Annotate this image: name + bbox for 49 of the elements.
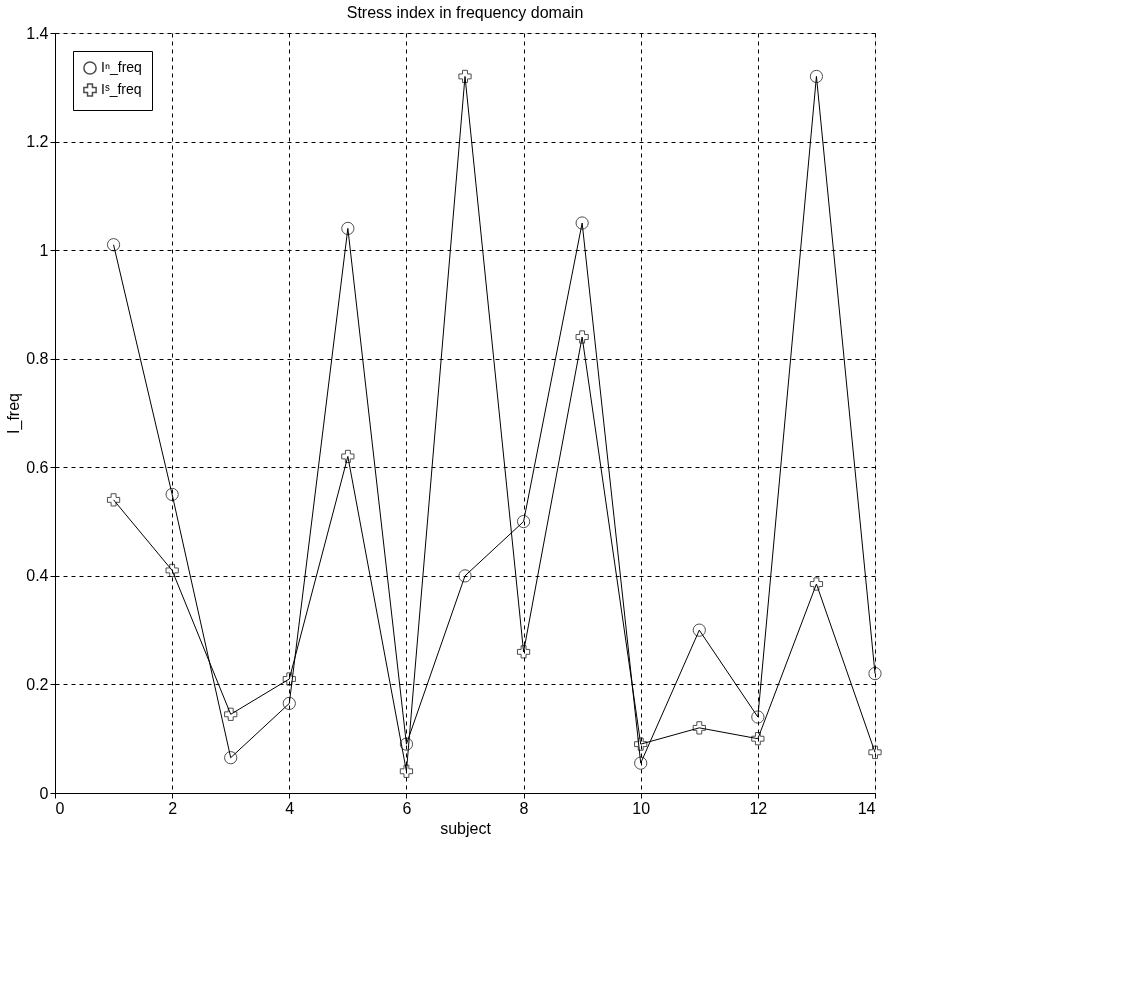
point bbox=[224, 751, 238, 765]
x-tick-label: 4 bbox=[285, 799, 295, 817]
legend-label: Iˢ_freq bbox=[101, 81, 142, 97]
y-tick-label: 0 bbox=[39, 784, 49, 802]
point bbox=[809, 69, 824, 84]
point bbox=[341, 449, 355, 464]
y-tick-label: 0.4 bbox=[26, 567, 49, 585]
point bbox=[106, 238, 121, 252]
point bbox=[224, 707, 238, 721]
point bbox=[868, 745, 882, 759]
point bbox=[868, 666, 882, 681]
point bbox=[751, 710, 765, 724]
point bbox=[516, 514, 531, 529]
point bbox=[634, 756, 648, 770]
x-axis-title: subject bbox=[440, 819, 492, 837]
point bbox=[692, 721, 706, 735]
point bbox=[282, 696, 296, 711]
point bbox=[458, 569, 472, 583]
y-tick-label: 1.2 bbox=[26, 133, 49, 151]
point bbox=[575, 330, 589, 344]
x-tick-label: 8 bbox=[519, 799, 529, 817]
point bbox=[516, 645, 531, 659]
x-tick-label: 0 bbox=[55, 799, 65, 817]
point bbox=[399, 764, 414, 778]
legend-label: Iⁿ_freq bbox=[101, 59, 142, 75]
x-tick-label: 12 bbox=[749, 799, 768, 817]
x-tick-label: 14 bbox=[857, 799, 876, 817]
point bbox=[106, 493, 121, 507]
x-tick-label: 10 bbox=[632, 799, 651, 817]
y-tick-label: 1 bbox=[39, 241, 49, 259]
x-tick-label: 2 bbox=[168, 799, 178, 817]
x-tick-label: 6 bbox=[402, 799, 412, 817]
point bbox=[341, 221, 355, 236]
y-tick-label: 0.6 bbox=[26, 458, 49, 476]
y-tick-label: 0.2 bbox=[26, 675, 49, 693]
chart-title: Stress index in frequency domain bbox=[346, 4, 584, 21]
y-tick-label: 0.8 bbox=[26, 350, 49, 368]
y-axis-title: I_freq bbox=[5, 393, 24, 434]
point bbox=[751, 732, 765, 746]
point bbox=[458, 69, 472, 84]
point bbox=[282, 672, 296, 686]
y-tick-label: 1.4 bbox=[26, 24, 49, 42]
point bbox=[634, 737, 648, 751]
point bbox=[165, 563, 179, 578]
point bbox=[809, 577, 824, 591]
point bbox=[399, 737, 414, 751]
point bbox=[165, 487, 179, 502]
point bbox=[692, 623, 706, 637]
point bbox=[575, 216, 589, 230]
